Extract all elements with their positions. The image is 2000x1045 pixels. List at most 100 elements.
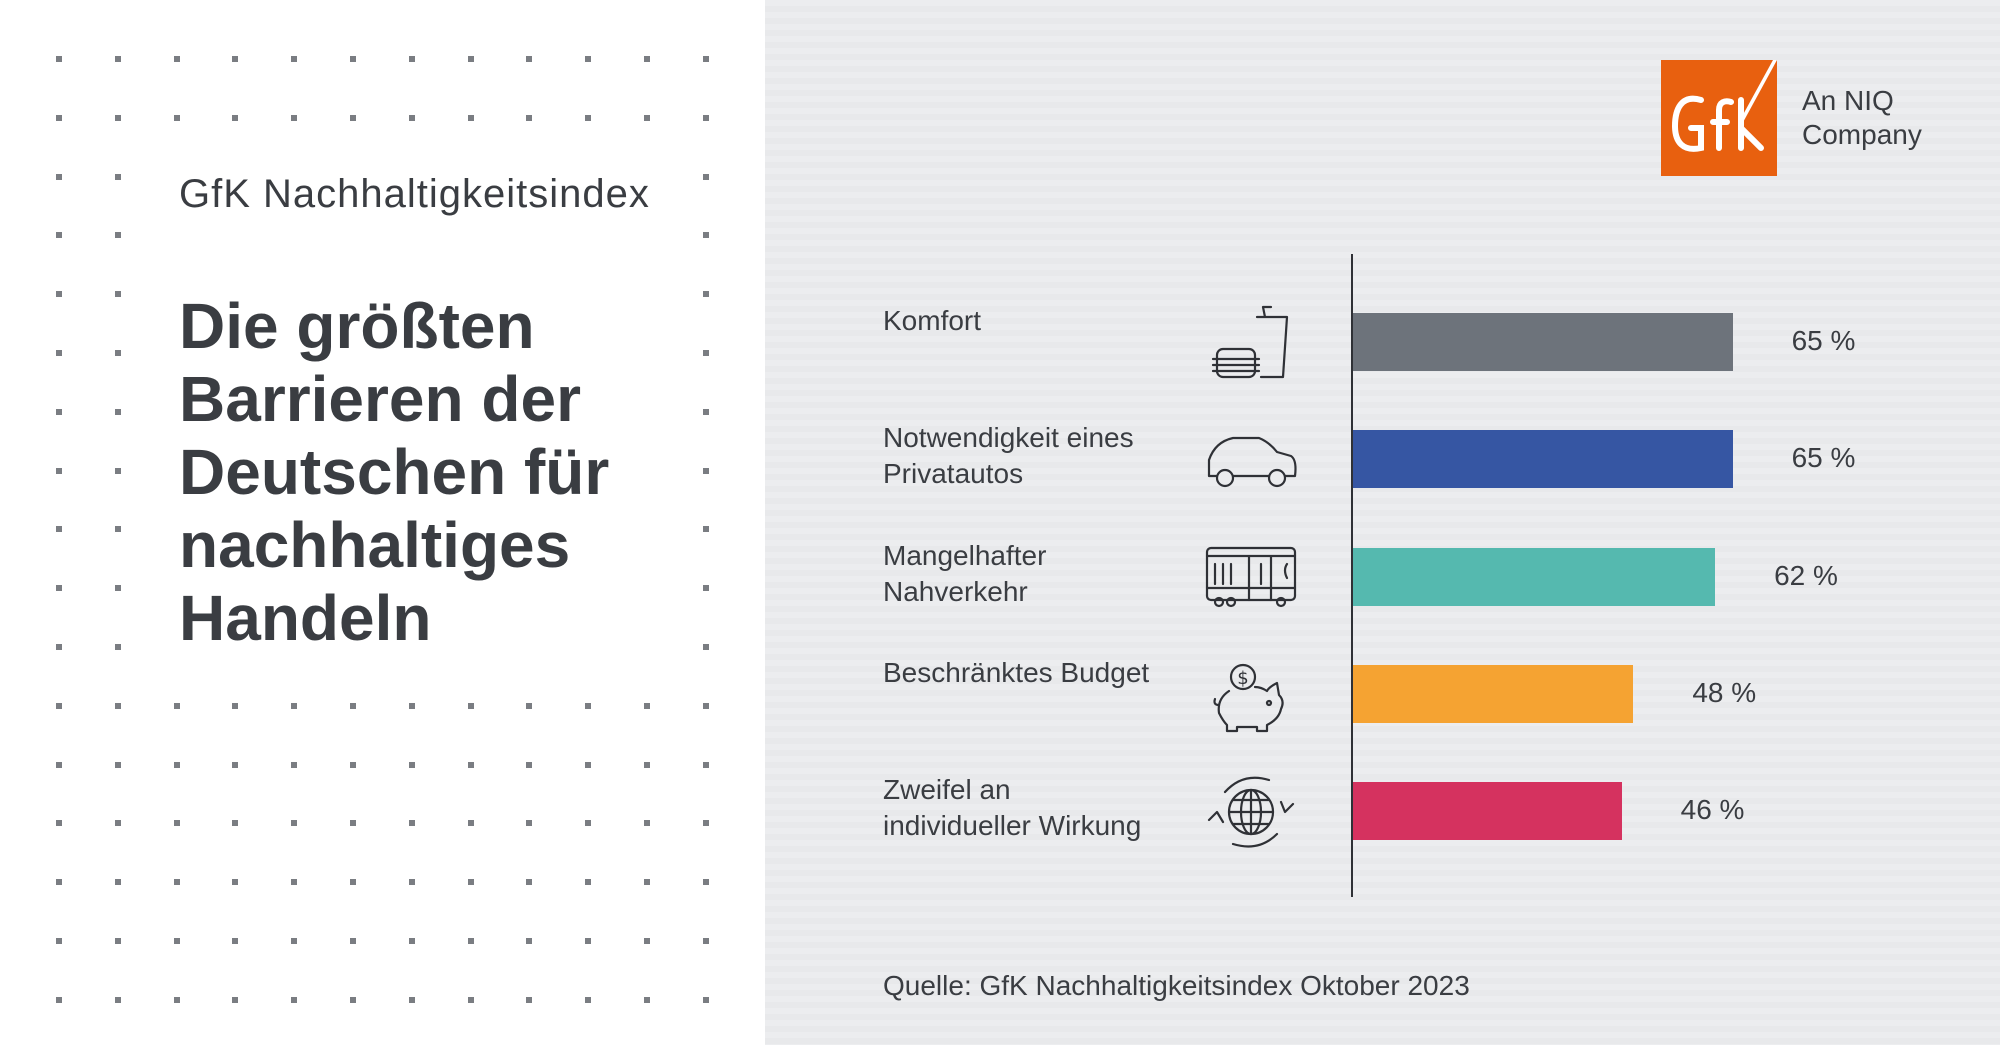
- pattern-dot: [173, 820, 180, 827]
- pattern-dot: [350, 56, 356, 62]
- value-label: 62 %: [1774, 559, 1838, 591]
- pattern-dot: [526, 996, 533, 1003]
- pattern-dot: [173, 56, 180, 62]
- pattern-dot: [526, 56, 533, 62]
- piggy-bank-icon: $: [1205, 655, 1297, 735]
- pattern-dot: [173, 114, 180, 121]
- value-label: 65 %: [1791, 442, 1856, 474]
- pattern-dot: [114, 938, 121, 944]
- pattern-dot: [350, 702, 356, 709]
- company-tagline: An NIQ Company: [1802, 84, 1922, 152]
- pattern-dot: [702, 408, 709, 415]
- pattern-dot: [114, 173, 121, 180]
- chart-panel: [765, 0, 2000, 1045]
- category-label-line: Komfort: [883, 305, 982, 336]
- pattern-dot: [114, 350, 121, 356]
- pattern-dot: [291, 879, 298, 886]
- pattern-dot: [350, 879, 356, 886]
- value-label: 46 %: [1680, 794, 1745, 826]
- pattern-dot: [291, 996, 298, 1003]
- pattern-dot: [114, 291, 121, 298]
- pattern-dot: [232, 761, 239, 768]
- pattern-dot: [467, 114, 474, 121]
- pattern-dot: [56, 350, 62, 356]
- pattern-dot: [702, 56, 709, 62]
- pattern-dot: [585, 996, 592, 1003]
- pattern-dot: [350, 761, 356, 768]
- bar: [1353, 430, 1733, 489]
- pattern-dot: [467, 996, 474, 1003]
- pattern-dot: [114, 408, 121, 415]
- bar: [1353, 547, 1716, 606]
- pattern-dot: [56, 820, 62, 827]
- pattern-dot: [702, 114, 709, 121]
- pattern-dot: [291, 761, 298, 768]
- pattern-dot: [526, 702, 533, 709]
- pattern-dot: [114, 644, 121, 650]
- pattern-dot: [56, 996, 62, 1003]
- pattern-dot: [408, 702, 415, 709]
- pattern-dot: [644, 702, 650, 709]
- pattern-dot: [467, 702, 474, 709]
- pattern-dot: [56, 56, 62, 62]
- pattern-dot: [408, 820, 415, 827]
- fast-food-icon: [1205, 303, 1297, 383]
- pattern-dot: [644, 56, 650, 62]
- pattern-dot: [702, 879, 709, 886]
- pattern-dot: [173, 879, 180, 886]
- category-label: Zweifel an individueller Wirkung: [883, 772, 1141, 844]
- pattern-dot: [585, 879, 592, 886]
- gfk-logo: [1661, 60, 1777, 176]
- pattern-dot: [232, 938, 239, 944]
- category-label: Mangelhafter Nahverkehr: [883, 538, 1046, 610]
- headline-line: nachhaltiges: [179, 509, 571, 581]
- pattern-dot: [526, 114, 533, 121]
- pattern-dot: [56, 408, 62, 415]
- bar: [1353, 664, 1634, 723]
- pattern-dot: [56, 232, 62, 239]
- pattern-dot: [408, 56, 415, 62]
- pattern-dot: [56, 644, 62, 650]
- pattern-dot: [232, 114, 239, 121]
- bar: [1353, 313, 1733, 371]
- left-panel: [0, 0, 765, 1045]
- category-label: Komfort: [883, 303, 981, 339]
- pattern-dot: [526, 761, 533, 768]
- pattern-dot: [408, 761, 415, 768]
- pattern-dot: [702, 644, 709, 650]
- pattern-dot: [114, 114, 121, 121]
- pattern-dot: [56, 938, 62, 944]
- pattern-dot: [585, 761, 592, 768]
- pattern-dot: [56, 702, 62, 709]
- category-label-line: Zweifel an: [883, 774, 1011, 806]
- pattern-dot: [291, 114, 298, 121]
- pattern-dot: [408, 879, 415, 886]
- pattern-dot: [644, 996, 650, 1003]
- pattern-dot: [56, 467, 62, 474]
- pattern-dot: [467, 938, 474, 944]
- pattern-dot: [702, 820, 709, 827]
- pattern-dot: [467, 56, 474, 62]
- pattern-dot: [702, 996, 709, 1003]
- headline-line: Barrieren der: [179, 363, 581, 435]
- pattern-dot: [350, 938, 356, 944]
- headline-line: Handeln: [179, 582, 432, 654]
- value-label: 65 %: [1791, 325, 1856, 356]
- pattern-dot: [702, 467, 709, 474]
- globe-cycle-icon: [1205, 772, 1297, 852]
- pattern-dot: [702, 526, 709, 533]
- pattern-dot: [702, 702, 709, 709]
- pattern-dot: [702, 585, 709, 592]
- subtitle: GfK Nachhaltigkeitsindex: [179, 172, 650, 216]
- pattern-dot: [56, 585, 62, 592]
- pattern-dot: [56, 291, 62, 298]
- pattern-dot: [114, 526, 121, 533]
- pattern-dot: [702, 938, 709, 944]
- pattern-dot: [232, 702, 239, 709]
- pattern-dot: [114, 820, 121, 827]
- pattern-dot: [114, 879, 121, 886]
- pattern-dot: [232, 56, 239, 62]
- pattern-dot: [114, 467, 121, 474]
- pattern-dot: [585, 114, 592, 121]
- pattern-dot: [173, 702, 180, 709]
